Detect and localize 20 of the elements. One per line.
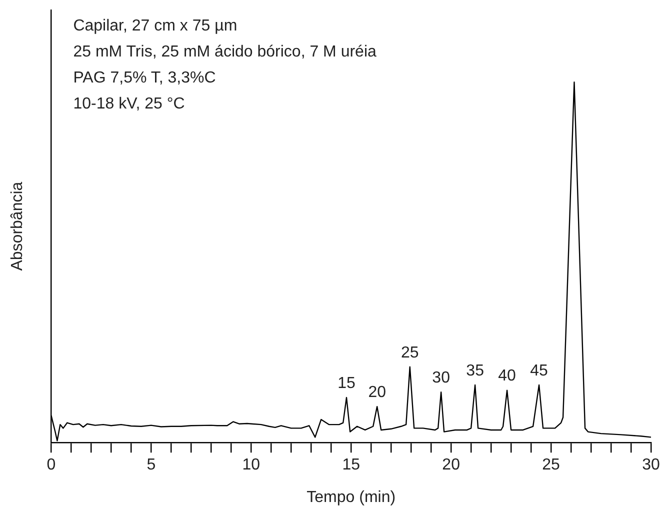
annotation: 25 — [400, 344, 419, 362]
x-tick-label: 0 — [46, 456, 56, 474]
x-tick-label: 20 — [442, 456, 460, 474]
x-axis-title: Tempo (min) — [306, 488, 396, 506]
x-tick-label: 30 — [642, 456, 660, 474]
x-tick-label: 5 — [146, 456, 156, 474]
annotation: 35 — [466, 362, 484, 380]
annotation: 45 — [530, 362, 548, 380]
annotation: 20 — [368, 384, 386, 401]
annotation: 40 — [498, 368, 516, 385]
annotation: 15 — [338, 374, 356, 392]
x-tick-label: 25 — [542, 456, 560, 474]
annotation: 10-18 kV, 25 °C — [73, 95, 185, 112]
x-tick-label: 15 — [342, 456, 360, 474]
y-axis-title: Absorbância — [9, 182, 26, 271]
annotation: 30 — [432, 370, 450, 387]
x-tick-label: 10 — [242, 456, 260, 474]
annotation: PAG 7,5% T, 3,3%C — [73, 69, 216, 86]
text: Capilar, 27 cm x 75 µm — [73, 17, 238, 34]
text: 25 mM Tris, 25 mM ácido bórico, 7 M uréia — [73, 43, 377, 60]
